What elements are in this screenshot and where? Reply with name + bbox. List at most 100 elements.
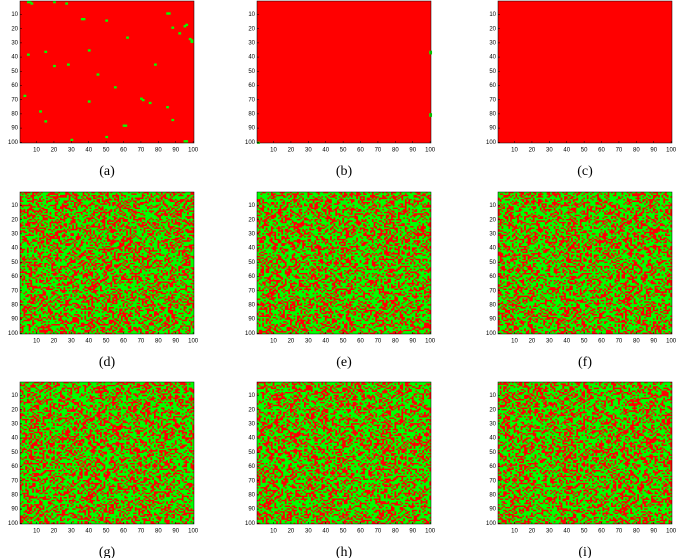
y-tick-label: 100	[8, 331, 19, 337]
y-tick-label: 50	[11, 450, 18, 456]
y-tick-label: 100	[245, 331, 256, 337]
y-tick-label: 10	[248, 12, 255, 18]
heatmap-panel: 10 20 30 40 50 60 70 80 90 100 10 20 30 40 50 60 70 80 90 1…	[245, 191, 436, 370]
heatmap-panel: 10 20 30 40 50 60 70 80 90 100 10 20 30 40 50 60 70 80 90 1…	[8, 0, 199, 179]
green-cell	[122, 124, 126, 127]
x-tick-label: 100	[425, 339, 436, 345]
y-tick-label: 30	[489, 40, 496, 46]
x-tick-label: 80	[633, 529, 640, 535]
x-tick-label: 60	[357, 148, 364, 154]
x-tick-label: 80	[392, 148, 399, 154]
x-tick-label: 40	[322, 148, 329, 154]
y-tick-label: 40	[248, 436, 255, 442]
y-tick-label: 30	[248, 231, 255, 237]
heatmap-panel: 10 20 30 40 50 60 70 80 90 100 10 20 30 40 50 60 70 80 90 1…	[8, 381, 199, 558]
x-tick-label: 50	[581, 529, 588, 535]
x-tick-label: 80	[633, 148, 640, 154]
y-tick-label: 40	[248, 55, 255, 61]
heatmap-panel: 10 20 30 40 50 60 70 80 90 100 10 20 30 40 50 60 70 80 90 1…	[245, 0, 436, 179]
y-tick-label: 30	[11, 40, 18, 46]
green-cell	[96, 73, 100, 76]
plot-frame	[497, 381, 673, 525]
y-tick-label: 70	[248, 288, 255, 294]
green-cell	[178, 32, 182, 35]
y-tick-label: 80	[248, 302, 255, 308]
x-tick-label: 30	[68, 339, 75, 345]
y-tick-label: 20	[11, 26, 18, 32]
y-tick-label: 10	[11, 203, 18, 209]
x-tick-label: 30	[546, 148, 553, 154]
x-tick-label: 70	[375, 339, 382, 345]
panel-caption: (g)	[99, 545, 116, 558]
x-tick-label: 60	[357, 529, 364, 535]
panel-caption: (i)	[578, 545, 592, 558]
green-cell	[171, 118, 175, 122]
x-tick-label: 90	[409, 529, 416, 535]
y-tick-label: 70	[489, 97, 496, 103]
plot-frame	[497, 191, 673, 335]
green-cell	[153, 63, 157, 66]
y-tick-label: 100	[486, 331, 497, 337]
y-tick-label: 60	[11, 464, 18, 470]
y-tick-label: 50	[248, 69, 255, 75]
x-tick-label: 70	[138, 148, 145, 154]
y-tick-label: 70	[248, 478, 255, 484]
x-tick-label: 60	[120, 148, 127, 154]
y-tick-label: 10	[489, 203, 496, 209]
mixed-texture	[257, 382, 431, 524]
y-tick-label: 60	[248, 83, 255, 89]
y-tick-label: 100	[245, 521, 256, 527]
y-tick-label: 10	[11, 12, 18, 18]
green-cell	[105, 19, 109, 22]
x-tick-label: 40	[322, 529, 329, 535]
green-cell	[65, 2, 69, 5]
plot-background	[20, 1, 194, 143]
y-tick-label: 10	[489, 12, 496, 18]
green-cell	[167, 12, 171, 15]
y-tick-label: 40	[11, 55, 18, 61]
green-cell	[190, 39, 194, 42]
x-tick-label: 30	[305, 148, 312, 154]
x-tick-label: 90	[650, 148, 657, 154]
green-cell	[26, 53, 30, 56]
green-cell	[183, 140, 187, 143]
x-tick-label: 70	[138, 529, 145, 535]
x-tick-label: 70	[616, 148, 623, 154]
x-tick-label: 40	[563, 529, 570, 535]
x-tick-label: 50	[581, 148, 588, 154]
x-tick-label: 20	[529, 148, 536, 154]
heatmap-panel: 10 20 30 40 50 60 70 80 90 100 10 20 30 40 50 60 70 80 90 1…	[486, 381, 677, 558]
panel-caption: (e)	[336, 355, 352, 370]
y-tick-label: 40	[489, 55, 496, 61]
y-tick-label: 10	[489, 393, 496, 399]
x-tick-label: 90	[650, 529, 657, 535]
green-cell	[87, 49, 91, 52]
y-tick-label: 20	[11, 407, 18, 413]
y-tick-label: 60	[489, 274, 496, 280]
green-cell	[105, 135, 109, 139]
y-tick-label: 90	[11, 126, 18, 132]
y-tick-label: 80	[248, 492, 255, 498]
x-tick-label: 30	[546, 529, 553, 535]
x-tick-label: 90	[409, 148, 416, 154]
y-tick-label: 80	[248, 111, 255, 117]
green-cell	[53, 64, 56, 68]
green-cell	[26, 1, 30, 4]
plot-frame	[256, 191, 432, 335]
green-cell	[190, 40, 194, 44]
x-tick-label: 100	[666, 339, 677, 345]
y-tick-label: 10	[248, 393, 255, 399]
y-tick-label: 20	[248, 26, 255, 32]
x-tick-label: 40	[85, 148, 92, 154]
mixed-texture	[498, 382, 672, 524]
panel-caption: (f)	[578, 355, 592, 370]
plot-frame	[19, 191, 195, 335]
y-tick-label: 20	[11, 217, 18, 223]
x-tick-label: 50	[581, 339, 588, 345]
panel-caption: (h)	[336, 545, 353, 558]
green-cell	[429, 114, 433, 117]
plot-frame	[256, 381, 432, 525]
green-cell	[30, 2, 34, 5]
heatmap-panel: 10 20 30 40 50 60 70 80 90 100 10 20 30 40 50 60 70 80 90 1…	[486, 191, 677, 370]
